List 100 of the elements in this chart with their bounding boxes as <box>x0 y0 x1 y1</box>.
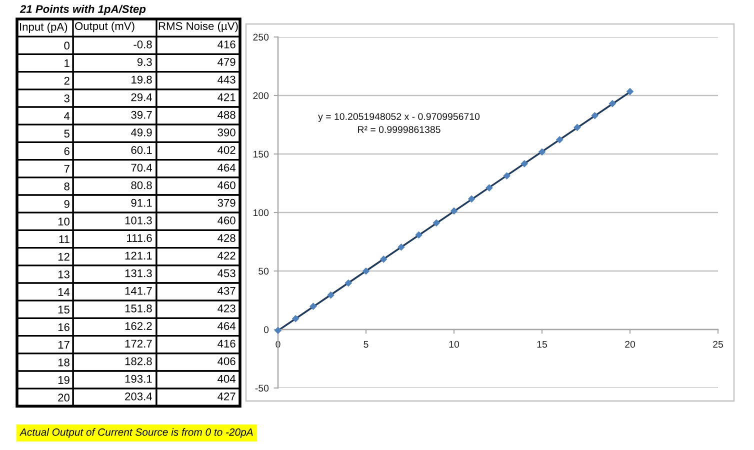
y-tick-label: 2 <box>64 76 70 85</box>
data-label: 101.3 <box>125 216 152 224</box>
point <box>503 172 510 180</box>
y-tick-label: 12 <box>58 252 70 261</box>
x-tick-label: 15 <box>537 340 547 348</box>
data-label: 29.4 <box>131 93 152 102</box>
data-label: 111.6 <box>127 234 152 242</box>
x-tick-label: RMS Noise (µV) <box>158 22 238 32</box>
x-tick-label: Output (mV) <box>75 22 134 32</box>
data-label: 488 <box>218 110 236 119</box>
data-label: 460 <box>218 181 236 190</box>
data-label: 91.1 <box>131 198 152 207</box>
point <box>327 291 334 299</box>
y-tick-label: 11 <box>59 235 70 244</box>
data-label: 428 <box>218 234 236 242</box>
data-label: 427 <box>218 392 236 400</box>
y-tick-label: 8 <box>64 182 70 190</box>
data-label: 464 <box>218 322 236 330</box>
data-label: -0.8 <box>134 40 152 48</box>
y-tick-label: 50 <box>258 268 269 275</box>
y-tick-label: 3 <box>64 94 70 102</box>
data-label: 193.1 <box>125 374 152 383</box>
data-label: 402 <box>218 146 236 154</box>
y-tick-label: 100 <box>253 209 269 216</box>
point <box>520 160 528 168</box>
y-tick-label: 9 <box>64 200 70 208</box>
data-label: 141.7 <box>125 287 152 295</box>
point <box>468 195 476 203</box>
text: Actual Output of Current Source is from 0 to -20pA <box>19 428 253 438</box>
y-axis-title: Input (pA) <box>20 22 68 33</box>
data-label: 460 <box>218 216 236 224</box>
y-tick-label: 19 <box>58 376 70 384</box>
point <box>626 88 634 96</box>
point <box>608 100 616 108</box>
data-label: 39.7 <box>131 110 152 119</box>
y-tick-label: 0 <box>64 42 70 50</box>
point <box>380 256 388 263</box>
data-label: 60.1 <box>131 146 152 154</box>
y-tick-label: 17 <box>58 340 70 349</box>
y-tick-label: 14 <box>58 288 70 296</box>
data-label: 151.8 <box>125 304 152 312</box>
x-tick-label: 5 <box>364 340 368 348</box>
y-tick-label: 6 <box>64 147 70 156</box>
point <box>538 148 546 156</box>
y-tick-label: 0 <box>264 326 269 334</box>
point <box>362 267 370 275</box>
data-label: 379 <box>218 198 236 207</box>
y-tick-label: 15 <box>58 306 70 314</box>
data-label: 9.3 <box>137 58 152 66</box>
data-label: 182.8 <box>125 357 152 366</box>
point <box>486 184 493 192</box>
y-tick-label: -50 <box>255 384 269 392</box>
chart-title: 21 Points with 1pA/Step <box>20 4 146 16</box>
point <box>398 243 405 251</box>
data-label: 464 <box>218 164 236 172</box>
data-label: 437 <box>218 286 236 295</box>
point <box>292 314 300 322</box>
data-label: 121.1 <box>125 252 152 260</box>
data-label: 203.4 <box>125 392 152 400</box>
data-label: 422 <box>218 252 236 260</box>
data-label: 131.3 <box>125 269 152 278</box>
point <box>432 219 440 227</box>
data-label: 49.9 <box>130 128 152 136</box>
y-tick-label: 200 <box>253 92 269 100</box>
data-label: 423 <box>218 304 236 312</box>
y-tick-label: 10 <box>58 218 70 226</box>
data-label: 80.8 <box>131 181 152 190</box>
annotation: y = 10.2051948052 x - 0.9709956710 <box>318 113 480 122</box>
data-label: 19.8 <box>132 76 152 84</box>
data-label: 479 <box>218 58 236 66</box>
point <box>344 279 352 287</box>
x-tick-label: 10 <box>449 340 460 348</box>
y-tick-label: 18 <box>58 358 70 366</box>
y-tick-label: 250 <box>253 34 269 41</box>
y-tick-label: 5 <box>64 130 70 138</box>
data-label: 162.2 <box>125 322 152 330</box>
data-label: 421 <box>218 93 236 102</box>
data-label: 406 <box>218 357 236 366</box>
data-label: 390 <box>218 128 236 136</box>
point <box>310 302 317 310</box>
y-tick-label: 4 <box>64 112 70 120</box>
y-tick-label: 16 <box>58 323 70 332</box>
point <box>450 207 458 215</box>
data-label: 443 <box>218 76 236 84</box>
y-tick-label: 20 <box>58 394 70 402</box>
annotation: R² = 0.9999861385 <box>358 126 440 133</box>
point <box>556 136 564 144</box>
data-label: 416 <box>218 40 236 48</box>
data-label: 416 <box>218 340 236 348</box>
point <box>574 124 581 132</box>
y-tick-label: 7 <box>64 164 70 173</box>
point <box>415 231 422 239</box>
y-tick-label: 13 <box>58 270 70 278</box>
y-tick-label: 150 <box>253 150 269 158</box>
y-tick-label: 1 <box>64 59 70 68</box>
x-tick-label: 25 <box>713 340 723 348</box>
point <box>591 112 598 120</box>
data-label: 453 <box>218 269 236 278</box>
data-label: 172.7 <box>125 340 152 348</box>
x-tick-label: 20 <box>625 340 636 348</box>
